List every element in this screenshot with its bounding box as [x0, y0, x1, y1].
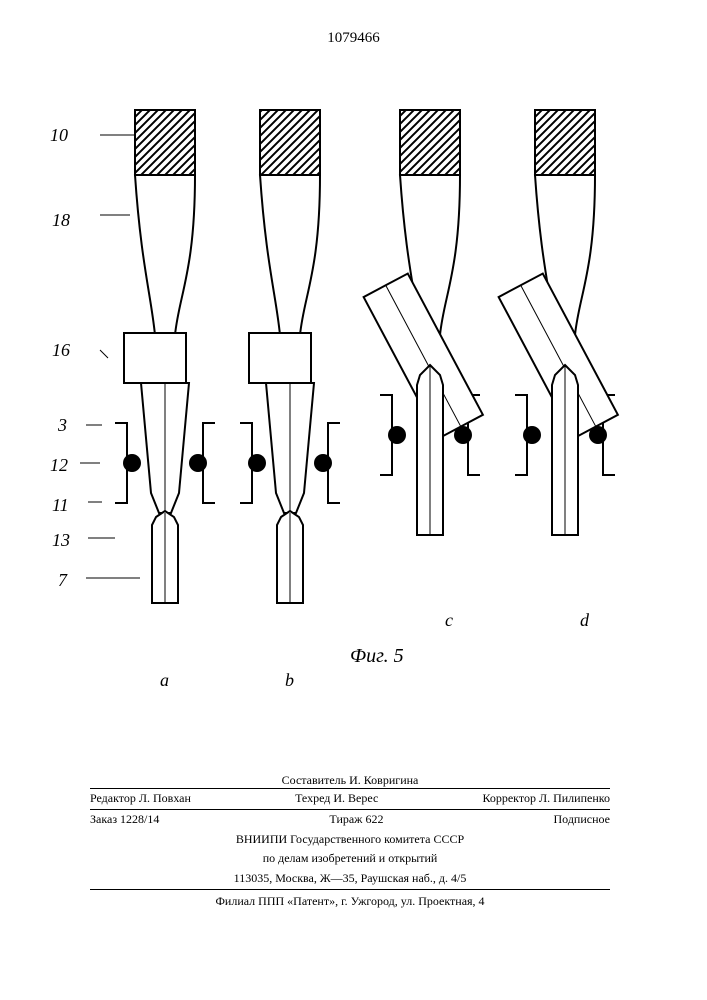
label-3: 3	[58, 415, 67, 436]
figure: 10 18 16 3 12 11 13 7 a b c d Фиг. 5	[70, 110, 650, 710]
footer-sign: Подписное	[554, 812, 611, 828]
label-13: 13	[52, 530, 70, 551]
label-7: 7	[58, 570, 67, 591]
sub-c: c	[445, 610, 453, 631]
footer-org1: ВНИИПИ Государственного комитета СССР	[90, 832, 610, 848]
footer: Составитель И. Ковригина Редактор Л. Пов…	[90, 773, 610, 910]
footer-addr1: 113035, Москва, Ж—35, Раушская наб., д. …	[90, 871, 610, 891]
footer-order: Заказ 1228/14	[90, 812, 159, 828]
label-10: 10	[50, 125, 68, 146]
figure-caption: Фиг. 5	[350, 645, 404, 668]
footer-compiler: Составитель И. Ковригина	[90, 773, 610, 789]
footer-tech: Техред И. Верес	[295, 791, 378, 807]
label-11: 11	[52, 495, 69, 516]
label-16: 16	[52, 340, 70, 361]
footer-org2: по делам изобретений и открытий	[90, 851, 610, 867]
footer-editor: Редактор Л. Повхан	[90, 791, 191, 807]
sub-d: d	[580, 610, 589, 631]
sub-a: a	[160, 670, 169, 691]
label-18: 18	[52, 210, 70, 231]
footer-addr2: Филиал ППП «Патент», г. Ужгород, ул. Про…	[90, 894, 610, 910]
page-number: 1079466	[327, 30, 380, 47]
footer-corrector: Корректор Л. Пилипенко	[482, 791, 610, 807]
label-12: 12	[50, 455, 68, 476]
sub-b: b	[285, 670, 294, 691]
footer-tirazh: Тираж 622	[329, 812, 383, 828]
